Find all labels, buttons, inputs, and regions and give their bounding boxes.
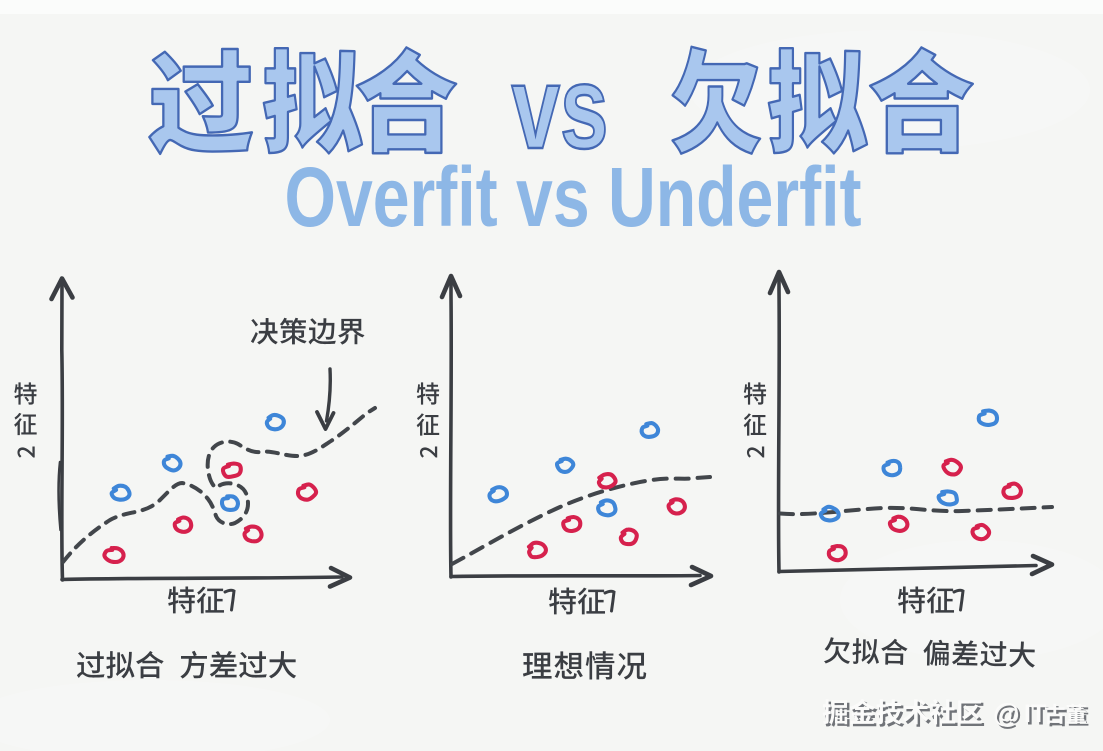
svg-text:IT: IT — [1024, 700, 1046, 728]
svg-text:vs: vs — [512, 42, 609, 174]
svg-text:@: @ — [995, 700, 1021, 730]
svg-text:@: @ — [993, 698, 1019, 728]
svg-text:IT: IT — [1026, 702, 1048, 730]
svg-text:Overfit vs Underfit: Overfit vs Underfit — [285, 150, 862, 244]
